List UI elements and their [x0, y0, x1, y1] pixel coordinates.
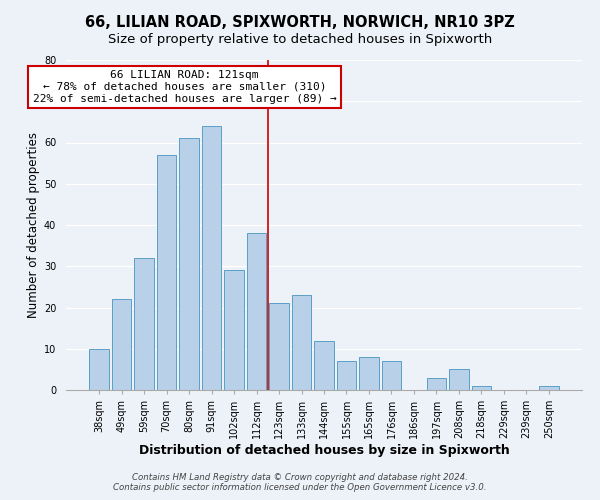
Bar	[337, 361, 356, 390]
Bar	[179, 138, 199, 390]
Bar	[89, 349, 109, 390]
Text: Size of property relative to detached houses in Spixworth: Size of property relative to detached ho…	[108, 32, 492, 46]
Y-axis label: Number of detached properties: Number of detached properties	[27, 132, 40, 318]
Bar	[382, 361, 401, 390]
Bar	[202, 126, 221, 390]
Text: Contains HM Land Registry data © Crown copyright and database right 2024.
Contai: Contains HM Land Registry data © Crown c…	[113, 473, 487, 492]
Text: 66, LILIAN ROAD, SPIXWORTH, NORWICH, NR10 3PZ: 66, LILIAN ROAD, SPIXWORTH, NORWICH, NR1…	[85, 15, 515, 30]
Bar	[539, 386, 559, 390]
Bar	[224, 270, 244, 390]
Bar	[247, 233, 266, 390]
Bar	[269, 304, 289, 390]
Bar	[449, 370, 469, 390]
Bar	[472, 386, 491, 390]
X-axis label: Distribution of detached houses by size in Spixworth: Distribution of detached houses by size …	[139, 444, 509, 457]
Bar	[134, 258, 154, 390]
Bar	[359, 357, 379, 390]
Bar	[427, 378, 446, 390]
Bar	[112, 299, 131, 390]
Text: 66 LILIAN ROAD: 121sqm
← 78% of detached houses are smaller (310)
22% of semi-de: 66 LILIAN ROAD: 121sqm ← 78% of detached…	[32, 70, 337, 104]
Bar	[157, 155, 176, 390]
Bar	[292, 295, 311, 390]
Bar	[314, 340, 334, 390]
